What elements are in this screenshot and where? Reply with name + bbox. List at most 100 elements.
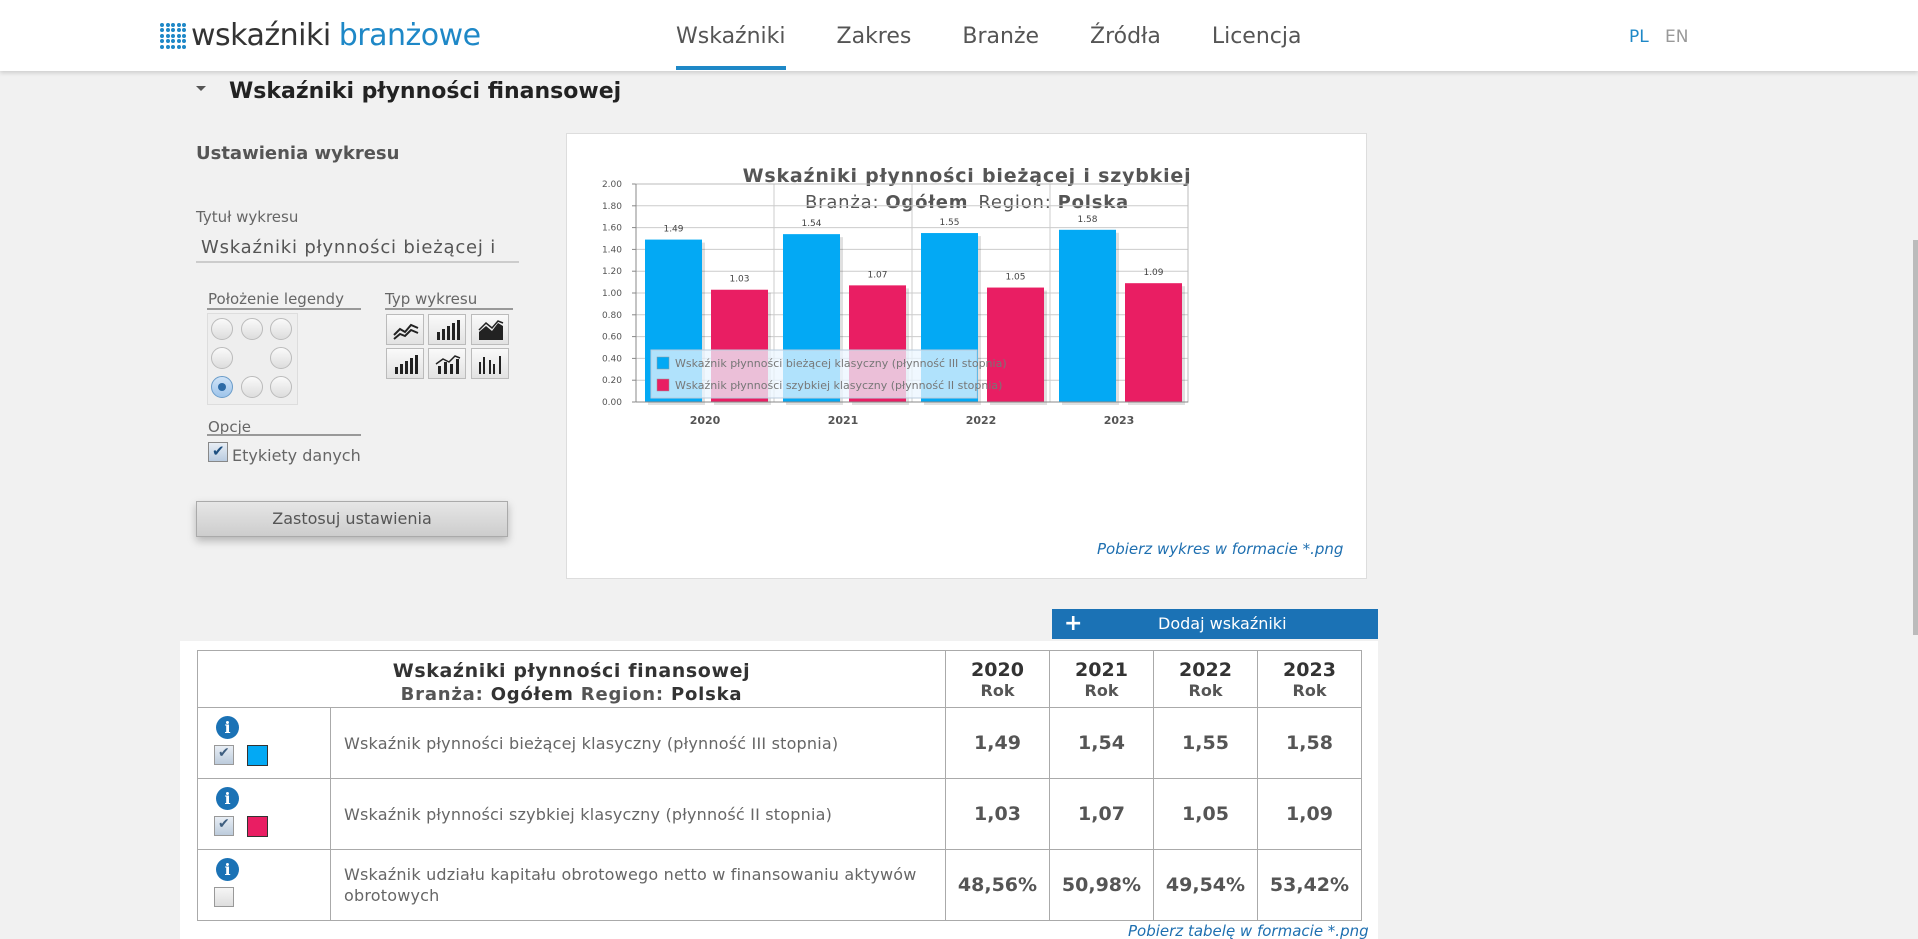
indicators-table: Wskaźniki płynności finansowej Branża: O…: [197, 650, 1362, 921]
table-row: i Wskaźnik płynności bieżącej klasyczny …: [197, 707, 1362, 779]
row-checkbox[interactable]: [214, 816, 234, 836]
collapse-caret-icon[interactable]: [196, 86, 206, 91]
legend-pos-middle-right[interactable]: [270, 347, 292, 369]
legend-position-label: Położenie legendy: [208, 290, 344, 308]
chart-subtitle: Branża: Ogółem Region: Polska: [805, 192, 1129, 213]
legend-swatch: [656, 356, 670, 370]
top-navbar: wskaźniki branżowe Wskaźniki Zakres Bran…: [0, 0, 1918, 71]
value-cell: 1,54: [1049, 707, 1154, 779]
legend-pos-bottom-left[interactable]: [211, 376, 233, 398]
logo[interactable]: wskaźniki branżowe: [160, 18, 481, 53]
nav-item-wskazniki[interactable]: Wskaźniki: [676, 0, 786, 71]
section-title[interactable]: Wskaźniki płynności finansowej: [229, 79, 622, 104]
table-branch-label: Branża:: [400, 683, 484, 705]
series-color-swatch[interactable]: [247, 745, 268, 766]
download-chart-png-link[interactable]: Pobierz wykres w formacie *.png: [1097, 540, 1344, 558]
chart-subtitle-branch-value: Ogółem: [885, 192, 968, 213]
table-region-value: Polska: [670, 683, 743, 705]
y-tick-label: 2.00: [602, 180, 622, 190]
y-tick-label: 0.20: [602, 376, 622, 386]
bar: [987, 287, 1044, 402]
year-header-2023: 2023 Rok: [1257, 650, 1362, 708]
legend-pos-bottom-center[interactable]: [241, 376, 263, 398]
info-icon[interactable]: i: [216, 858, 239, 881]
nav-item-branze[interactable]: Branże: [962, 24, 1040, 49]
line-chart-icon[interactable]: [386, 314, 424, 345]
table-title: Wskaźniki płynności finansowej: [392, 659, 751, 682]
chart-title-input[interactable]: [196, 233, 519, 263]
plus-icon: +: [1064, 611, 1083, 636]
table-subtitle: Branża: Ogółem Region: Polska: [198, 684, 945, 705]
y-tick-label: 1.60: [602, 224, 622, 234]
y-tick-label: 1.00: [602, 289, 622, 299]
bar-line-icon[interactable]: [428, 348, 466, 379]
legend-box: [650, 349, 978, 399]
table-header-row: Wskaźniki płynności finansowej Branża: O…: [197, 650, 1362, 708]
legend-pos-bottom-right[interactable]: [270, 376, 292, 398]
bar: [1125, 283, 1182, 402]
value-cell: 1,07: [1049, 778, 1154, 850]
y-tick-label: 0.00: [602, 398, 622, 408]
period-label: Rok: [1292, 680, 1327, 700]
data-label: 1.07: [867, 270, 887, 280]
y-tick-label: 0.60: [602, 333, 622, 343]
x-tick-label: 2020: [690, 414, 721, 427]
value-cell: 53,42%: [1257, 849, 1362, 921]
logo-dots-icon: [160, 22, 186, 49]
add-indicators-button[interactable]: + Dodaj wskaźniki: [1052, 609, 1378, 639]
bar-chart-icon[interactable]: [428, 314, 466, 345]
legend-label: Wskaźnik płynności szybkiej klasyczny (p…: [675, 379, 1002, 392]
bar-chart: Wskaźniki płynności bieżącej i szybkiej …: [602, 165, 1192, 427]
lang-en-link[interactable]: EN: [1665, 27, 1689, 47]
row-checkbox[interactable]: [214, 887, 234, 907]
logo-word-1: wskaźniki: [191, 18, 331, 53]
y-tick-label: 1.80: [602, 202, 622, 212]
value-cell: 1,49: [945, 707, 1050, 779]
period-label: Rok: [1084, 680, 1119, 700]
data-labels-checkbox[interactable]: [208, 442, 228, 462]
legend-label: Wskaźnik płynności bieżącej klasyczny (p…: [675, 357, 1007, 370]
chart-title-label: Tytuł wykresu: [196, 208, 299, 226]
grouped-bar-icon[interactable]: [471, 348, 509, 379]
scrollbar[interactable]: [1913, 240, 1918, 635]
lang-pl-link[interactable]: PL: [1629, 27, 1649, 47]
table-row: i Wskaźnik udziału kapitału obrotowego n…: [197, 849, 1362, 921]
value-cell: 1,58: [1257, 707, 1362, 779]
legend-pos-top-right[interactable]: [270, 318, 292, 340]
data-label: 1.54: [801, 219, 821, 229]
area-chart-icon[interactable]: [471, 314, 509, 345]
period-label: Rok: [1188, 680, 1223, 700]
download-table-png-link[interactable]: Pobierz tabelę w formacie *.png: [1128, 922, 1369, 939]
y-tick-label: 1.20: [602, 267, 622, 277]
nav-item-zrodla[interactable]: Źródła: [1090, 24, 1161, 49]
x-tick-label: 2023: [1104, 414, 1135, 427]
chart-title: Wskaźniki płynności bieżącej i szybkiej: [743, 165, 1192, 187]
nav-item-licencja[interactable]: Licencja: [1211, 24, 1302, 49]
nav-item-zakres[interactable]: Zakres: [836, 24, 912, 49]
value-cell: 1,55: [1153, 707, 1258, 779]
logo-word-2: branżowe: [338, 18, 481, 53]
data-label: 1.03: [729, 275, 749, 285]
table-row: i Wskaźnik płynności szybkiej klasyczny …: [197, 778, 1362, 850]
period-label: Rok: [980, 680, 1015, 700]
legend-pos-top-left[interactable]: [211, 318, 233, 340]
row-checkbox[interactable]: [214, 745, 234, 765]
apply-settings-button[interactable]: Zastosuj ustawienia: [196, 501, 508, 537]
data-label: 1.05: [1005, 273, 1025, 283]
legend-position-grid: [207, 313, 298, 405]
info-icon[interactable]: i: [216, 787, 239, 810]
add-indicators-label: Dodaj wskaźniki: [1158, 614, 1287, 633]
legend-pos-middle-left[interactable]: [211, 347, 233, 369]
y-tick-label: 0.80: [602, 311, 622, 321]
row-controls: i: [197, 707, 331, 779]
info-icon[interactable]: i: [216, 716, 239, 739]
year-header-2021: 2021 Rok: [1049, 650, 1154, 708]
data-labels-label: Etykiety danych: [232, 446, 361, 465]
indicator-name: Wskaźnik udziału kapitału obrotowego net…: [330, 849, 946, 921]
value-cell: 49,54%: [1153, 849, 1258, 921]
series-color-swatch[interactable]: [247, 816, 268, 837]
stacked-bar-icon[interactable]: [386, 348, 424, 379]
y-tick-label: 0.40: [602, 354, 622, 364]
legend-pos-top-center[interactable]: [241, 318, 263, 340]
year-label: 2020: [971, 658, 1024, 681]
